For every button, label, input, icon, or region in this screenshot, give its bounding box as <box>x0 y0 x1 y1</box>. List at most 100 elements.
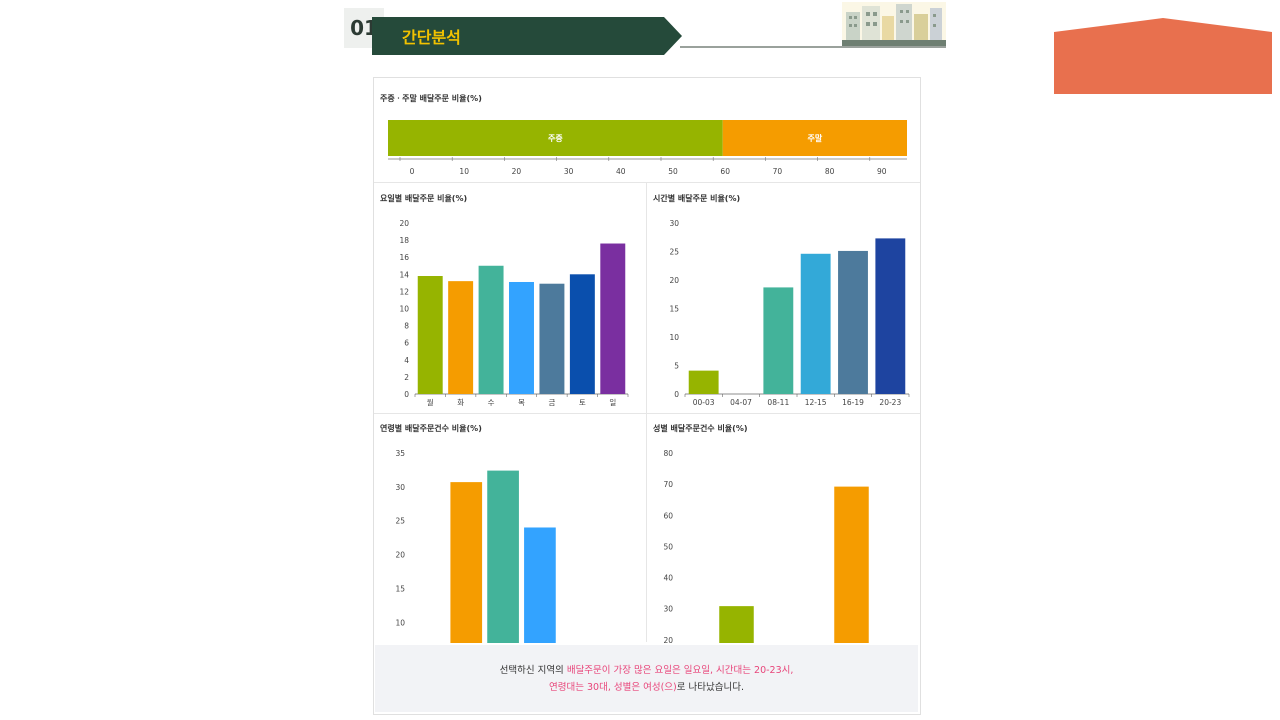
summary-line-1: 선택하신 지역의 배달주문이 가장 많은 요일은 일요일, 시간대는 20-23… <box>375 662 918 679</box>
x-tick-label: 10 <box>459 167 469 176</box>
y-tick-label: 30 <box>663 605 673 614</box>
x-tick-label: 금 <box>548 398 555 407</box>
bar <box>569 274 595 394</box>
x-tick-label: 20-23 <box>879 398 901 407</box>
by-age-title: 연령별 배달주문건수 비율(%) <box>380 424 482 433</box>
bar <box>834 486 869 643</box>
y-tick-label: 30 <box>395 483 405 492</box>
bar <box>763 287 794 394</box>
header-banner <box>372 17 682 55</box>
y-tick-label: 40 <box>663 574 673 583</box>
summary-prefix: 선택하신 지역의 <box>499 665 564 676</box>
by-day-title: 요일별 배달주문 비율(%) <box>380 194 468 203</box>
x-tick-label: 70 <box>773 167 783 176</box>
bar <box>875 238 906 394</box>
by-gender-title: 성별 배달주문건수 비율(%) <box>653 424 748 433</box>
section-divider <box>374 182 920 183</box>
bar <box>800 253 831 394</box>
bar <box>524 527 556 643</box>
header-rule <box>680 46 946 48</box>
bar <box>448 281 474 394</box>
x-tick-label: 60 <box>720 167 730 176</box>
y-tick-label: 25 <box>395 517 405 526</box>
x-tick-label: 08-11 <box>767 398 789 407</box>
summary-highlight-1: 배달주문이 가장 많은 요일은 일요일, 시간대는 20-23시, <box>566 665 794 676</box>
y-tick-label: 30 <box>669 219 679 228</box>
x-tick-label: 30 <box>564 167 574 176</box>
x-tick-label: 일 <box>609 398 616 407</box>
by-time-chart: 0 5 10 15 20 25 30 00-03 04-07 08-11 12-15 16-19 20-… <box>669 219 910 407</box>
x-tick-label: 00-03 <box>693 398 715 407</box>
by-day-chart: 0 2 4 6 8 10 12 14 16 18 20 월 화 수 목 금 토 일 <box>399 219 629 407</box>
y-tick-label: 25 <box>669 248 679 257</box>
y-tick-label: 18 <box>399 236 409 245</box>
y-tick-label: 10 <box>395 618 405 627</box>
x-tick-label: 토 <box>579 398 586 407</box>
summary-line-2: 연령대는 30대, 성별은 여성(으)로 나타났습니다. <box>375 679 918 696</box>
y-tick-label: 10 <box>669 333 679 342</box>
x-tick-label: 90 <box>877 167 887 176</box>
by-gender-chart: 01020304050607080남성여성 <box>663 449 869 643</box>
bar <box>719 606 754 643</box>
bar <box>478 265 504 394</box>
stacked-bar-segment <box>388 120 723 156</box>
y-tick-label: 15 <box>395 584 405 593</box>
column-divider <box>646 182 647 642</box>
summary-highlight-2: 연령대는 30대, 성별은 여성(으) <box>549 682 677 693</box>
x-tick-label: 04-07 <box>730 398 752 407</box>
by-age-chart: 0510152025303510대이하20대30대40대50대60대이상 <box>395 449 556 643</box>
x-tick-label: 화 <box>457 398 464 407</box>
bar <box>688 370 719 394</box>
section-divider <box>374 413 920 414</box>
x-tick-label: 수 <box>488 398 495 407</box>
y-tick-label: 0 <box>404 390 409 399</box>
summary-suffix: 로 나타났습니다. <box>676 682 744 693</box>
y-tick-label: 20 <box>663 636 673 643</box>
y-tick-label: 15 <box>669 305 679 314</box>
weekday-weekend-chart: 주중 주말 0 10 20 30 40 50 60 70 80 90 <box>388 120 907 176</box>
y-tick-label: 35 <box>395 449 405 458</box>
city-illustration-icon <box>842 2 946 46</box>
corner-decoration <box>1054 18 1272 94</box>
y-tick-label: 14 <box>399 270 409 279</box>
weekday-weekend-title: 주중ㆍ주말 배달주문 비율(%) <box>380 94 482 103</box>
bar <box>539 283 565 394</box>
page-title: 간단분석 <box>402 28 461 47</box>
bar <box>600 243 626 394</box>
y-tick-label: 50 <box>663 542 673 551</box>
y-tick-label: 8 <box>404 322 409 331</box>
x-tick-label: 16-19 <box>842 398 864 407</box>
segment-label: 주말 <box>808 133 823 143</box>
y-tick-label: 4 <box>404 356 409 365</box>
x-tick-label: 목 <box>518 398 525 407</box>
bar <box>450 482 483 643</box>
segment-label: 주중 <box>548 134 563 143</box>
y-tick-label: 2 <box>404 373 409 382</box>
x-tick-label: 80 <box>825 167 835 176</box>
x-tick-label: 20 <box>512 167 522 176</box>
y-tick-label: 80 <box>663 449 673 458</box>
x-tick-label: 50 <box>668 167 678 176</box>
analysis-panel: 주중ㆍ주말 배달주문 비율(%) 주중 주말 0 10 20 30 40 50 60 70 80 90… <box>373 77 921 715</box>
y-tick-label: 5 <box>674 362 679 371</box>
stacked-bar-segment <box>722 120 907 156</box>
y-tick-label: 0 <box>674 390 679 399</box>
summary-box: 선택하신 지역의 배달주문이 가장 많은 요일은 일요일, 시간대는 20-23… <box>375 645 918 712</box>
y-tick-label: 70 <box>663 480 673 489</box>
x-tick-label: 0 <box>410 167 415 176</box>
bar <box>487 470 519 643</box>
y-tick-label: 20 <box>399 219 409 228</box>
bar <box>417 276 443 394</box>
x-tick-label: 월 <box>427 397 434 407</box>
y-tick-label: 6 <box>404 339 409 348</box>
by-time-title: 시간별 배달주문 비율(%) <box>653 194 741 203</box>
bar <box>838 250 868 394</box>
x-tick-label: 12-15 <box>805 398 827 407</box>
x-tick-label: 40 <box>616 167 626 176</box>
y-tick-label: 10 <box>399 305 409 314</box>
y-tick-label: 12 <box>399 287 409 296</box>
y-tick-label: 20 <box>669 276 679 285</box>
y-tick-label: 20 <box>395 551 405 560</box>
y-tick-label: 16 <box>399 253 409 262</box>
bar <box>509 281 534 394</box>
